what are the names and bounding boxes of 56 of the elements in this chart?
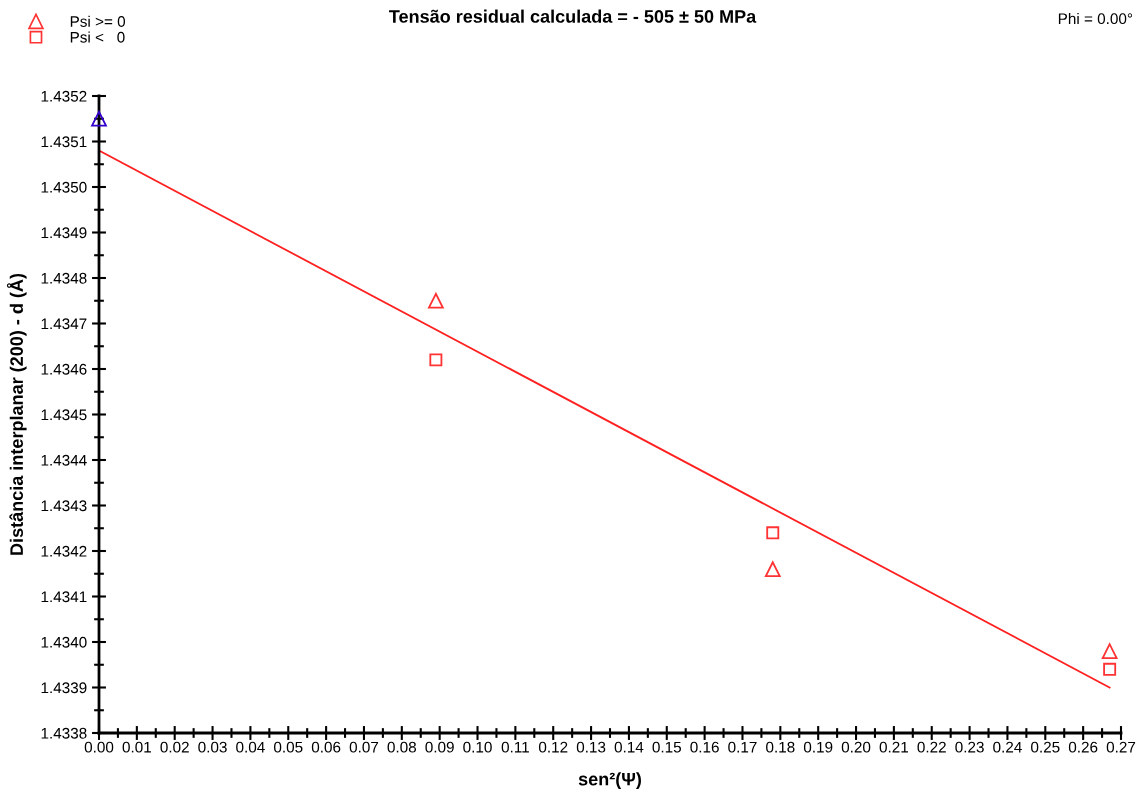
y-tick-label: 1.4341 [41,591,87,603]
y-tick-label: 1.4344 [41,454,87,466]
point [1101,643,1118,659]
x-tick-label: 0.05 [273,741,303,753]
x-tick-label: 0.21 [879,741,909,753]
x-tick-label: 0.23 [955,741,984,753]
text: Phi = 0.00° [1058,12,1133,25]
y-tick-label: 1.4349 [41,227,87,239]
x-axis-title: sen²(Ψ) [578,772,641,789]
y-tick-label: 1.4343 [41,500,87,512]
x-tick-label: 0.17 [728,741,757,753]
y-tick-label: 1.4347 [41,318,87,330]
point [764,561,781,578]
x-tick-label: 0.12 [538,741,568,753]
x-tick-label: 0.22 [917,741,946,753]
chart-title: Tensão residual calculada = - 505 ± 50 MPa [389,9,757,23]
legend-label: Psi >= 0 [70,15,126,27]
y-tick-label: 1.4352 [41,90,87,102]
x-tick-label: 0.27 [1106,741,1136,753]
x-tick-label: 0.10 [463,741,492,753]
x-tick-label: 0.16 [690,741,719,753]
point [766,526,780,540]
y-tick-label: 1.4342 [41,545,87,557]
x-tick-label: 0.03 [198,741,227,753]
x-tick-label: 0.02 [160,741,189,753]
x-tick-label: 0.20 [841,741,871,753]
x-tick-label: 0.09 [425,741,454,753]
y-tick-label: 1.4350 [41,181,87,193]
y-tick-label: 1.4346 [41,363,87,375]
y-tick-label: 1.4340 [41,636,87,648]
x-tick-label: 0.26 [1068,741,1098,753]
x-tick-label: 0.18 [766,741,795,753]
y-tick-label: 1.4351 [41,136,87,148]
x-tick-label: 0.11 [501,741,529,753]
x-tick-label: 0.08 [387,741,417,753]
x-tick-label: 0.25 [1031,741,1060,753]
y-tick-label: 1.4345 [41,409,87,421]
x-tick-label: 0.01 [122,741,151,753]
x-tick-label: 0.07 [349,741,379,753]
point [429,353,443,367]
x-tick-label: 0.19 [803,741,833,753]
y-tick-label: 1.4339 [41,682,87,694]
point [428,292,444,309]
x-tick-label: 0.15 [652,741,682,753]
x-tick-label: 0.24 [993,741,1022,753]
point [1103,662,1117,676]
x-tick-label: 0.04 [236,741,265,753]
x-tick-label: 0.00 [84,741,114,753]
x-tick-label: 0.06 [311,741,341,753]
point [91,110,107,127]
legend-label: Psi < 0 [70,31,125,43]
y-tick-label: 1.4338 [41,727,87,739]
x-tick-label: 0.14 [614,741,644,753]
y-axis-title: Distância interplanar (200) - d (Å) [6,273,27,555]
x-tick-label: 0.13 [576,741,606,753]
y-tick-label: 1.4348 [41,272,87,284]
